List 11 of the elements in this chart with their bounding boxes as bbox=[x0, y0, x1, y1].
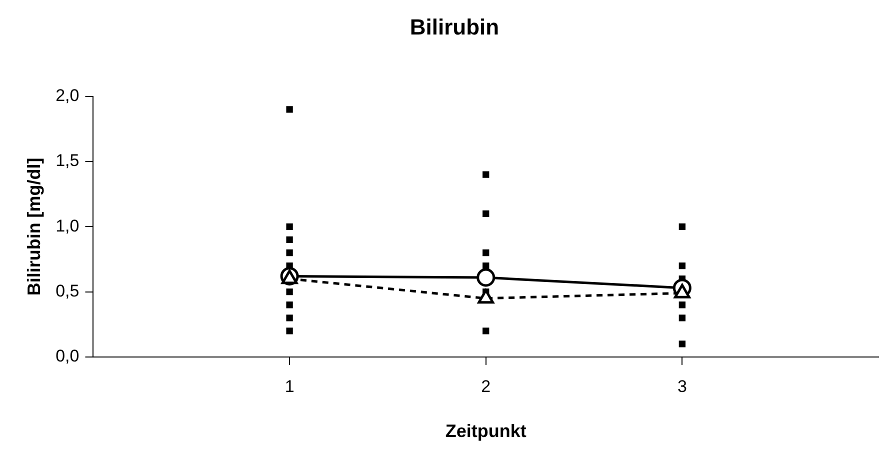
x-tick-label: 1 bbox=[284, 376, 294, 396]
x-tick-label: 2 bbox=[481, 376, 491, 396]
chart-title: Bilirubin bbox=[410, 14, 500, 40]
y-axis-title: Bilirubin [mg/dl] bbox=[24, 158, 44, 296]
y-tick-label: 0,0 bbox=[56, 346, 80, 366]
x-tick-label: 3 bbox=[677, 376, 687, 396]
y-tick-label: 1,5 bbox=[56, 151, 80, 170]
x-axis-title: Zeitpunkt bbox=[445, 421, 526, 442]
y-tick-label: 2,0 bbox=[56, 86, 80, 106]
y-tick-label: 0,5 bbox=[56, 282, 80, 301]
y-tick-label: 1,0 bbox=[56, 216, 80, 236]
